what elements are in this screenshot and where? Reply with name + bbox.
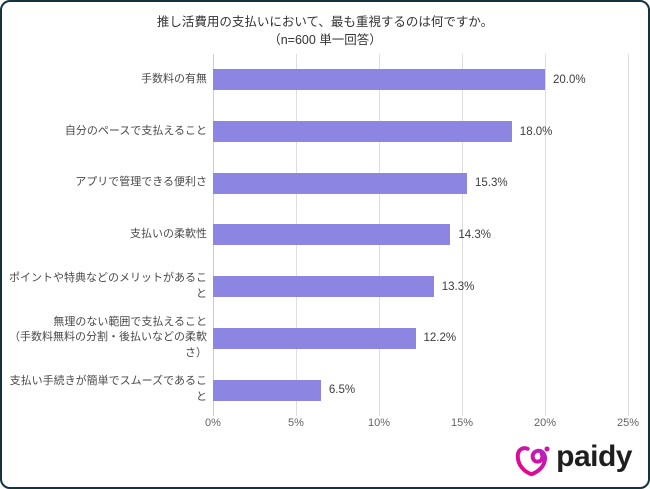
x-tick-label: 5% xyxy=(288,417,304,429)
bar-row: 20.0% xyxy=(213,54,628,106)
bar-value-label: 20.0% xyxy=(553,73,586,86)
category-label: ポイントや特典などのメリットがあること xyxy=(9,271,207,300)
gridline xyxy=(545,54,546,416)
paidy-wordmark: paidy xyxy=(556,440,632,473)
category-label: 手数料の有無 xyxy=(141,72,207,85)
category-axis-labels: 手数料の有無自分のペースで支払えることアプリで管理できる便利さ支払いの柔軟性ポイ… xyxy=(8,54,207,416)
bar-row: 12.2% xyxy=(213,313,628,365)
x-tick-label: 25% xyxy=(616,417,640,429)
x-tick-label: 15% xyxy=(450,417,474,429)
x-tick-label: 10% xyxy=(367,417,391,429)
bar-row: 15.3% xyxy=(213,157,628,209)
x-tick-label: 0% xyxy=(205,417,221,429)
category-label: 支払い手続きが簡単でスムーズであること xyxy=(9,375,207,404)
gridline xyxy=(628,54,629,416)
x-axis-tick-labels: 0% 5% 10% 15% 20% 25% xyxy=(205,417,639,433)
title-block: 推し活費用の支払いにおいて、最も重視するのは何ですか。 （n=600 単一回答） xyxy=(2,13,648,49)
chart-title: 推し活費用の支払いにおいて、最も重視するのは何ですか。 xyxy=(156,15,494,29)
bar-value-label: 15.3% xyxy=(474,177,508,190)
bar xyxy=(213,224,451,246)
chart-subtitle: （n=600 単一回答） xyxy=(268,33,382,48)
bar-row: 18.0% xyxy=(213,106,628,158)
bar xyxy=(213,327,416,349)
brand-logo: paidy xyxy=(513,441,632,479)
bar-value-label: 14.3% xyxy=(458,228,491,241)
category-label: アプリで管理できる便利さ xyxy=(75,176,207,189)
bar xyxy=(213,172,467,194)
bar xyxy=(213,276,434,298)
bar-row: 6.5% xyxy=(213,364,628,416)
bar-value-label: 6.5% xyxy=(328,384,356,397)
x-tick-label: 20% xyxy=(533,417,557,429)
bar-value-label: 12.2% xyxy=(423,332,457,345)
plot-area: 20.0% 18.0% 15.3% 14.3% 13.3% 12.2% 6.5% xyxy=(213,54,629,416)
category-label: 無理のない範囲で支払えること （手数料無料の分割・後払いなどの柔軟さ） xyxy=(9,315,207,360)
paidy-heart-icon xyxy=(515,446,550,477)
category-label: 自分のペースで支払えること xyxy=(64,124,207,137)
bar-value-label: 18.0% xyxy=(519,125,553,138)
bar-value-label: 13.3% xyxy=(441,280,475,293)
gridline xyxy=(462,54,463,416)
bar-row: 13.3% xyxy=(213,261,628,313)
bar xyxy=(213,69,545,91)
bar-row: 14.3% xyxy=(213,209,628,261)
bar xyxy=(213,379,321,401)
bar xyxy=(213,121,512,143)
category-label: 支払いの柔軟性 xyxy=(130,228,207,241)
